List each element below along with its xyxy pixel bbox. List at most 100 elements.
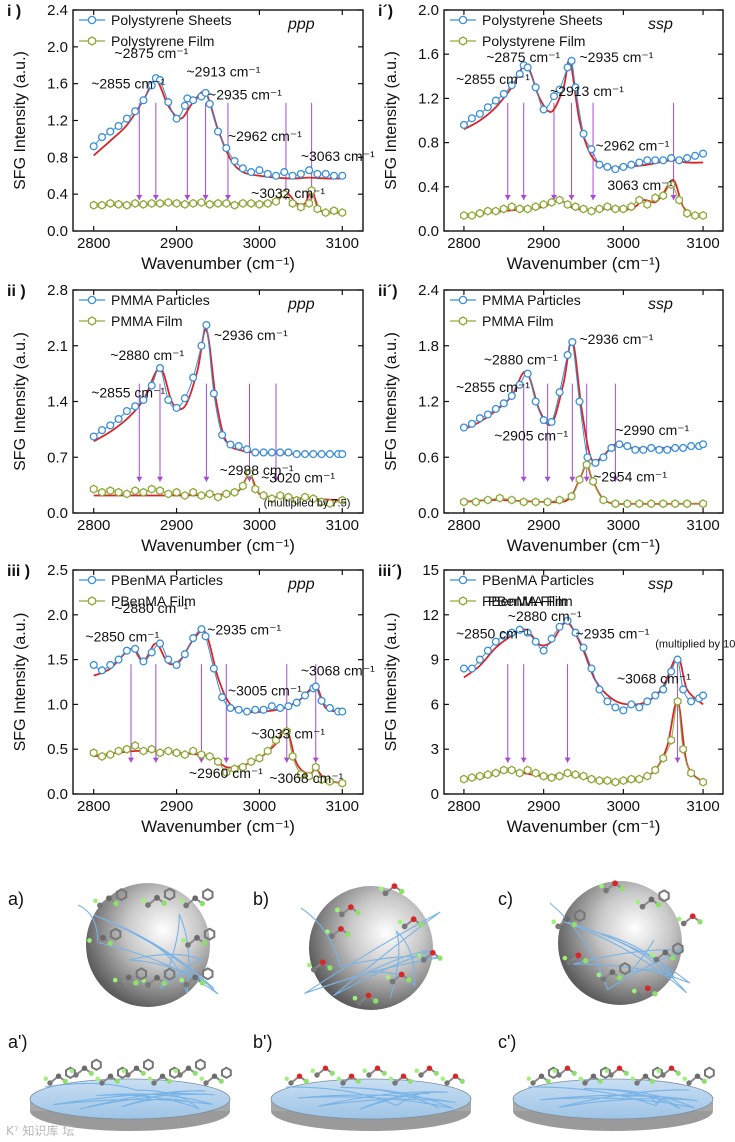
peak-annotation: (multiplied by 7.5)	[264, 498, 351, 510]
peak-annotation: ~2960 cm⁻¹	[189, 765, 263, 781]
schematics: a) b) c) a') b') c')	[8, 880, 715, 1131]
data-point	[571, 83, 580, 92]
data-point	[251, 484, 260, 494]
guide-arrowhead	[590, 195, 597, 201]
data-point	[284, 492, 293, 502]
data-point	[247, 757, 256, 767]
data-point	[234, 442, 243, 451]
y-tick-label: 15	[422, 562, 439, 579]
y-tick-label: 9	[431, 652, 439, 669]
legend-label: PBenMA Film	[111, 593, 196, 609]
legend-swatch-marker	[458, 575, 468, 585]
data-point	[539, 416, 548, 425]
x-axis-label: Wavenumber (cm⁻¹)	[507, 536, 661, 555]
molecule-icon	[526, 1066, 559, 1086]
data-point	[106, 421, 115, 430]
data-point	[271, 171, 281, 180]
data-point	[507, 628, 516, 637]
peak-annotation: PBenMA Film	[488, 593, 573, 609]
molecule-icon	[141, 887, 176, 908]
data-point	[180, 650, 189, 659]
data-point	[699, 499, 708, 509]
data-point	[531, 397, 540, 406]
y-axis-label: SFG Intensity (a.u.)	[383, 51, 400, 190]
data-point	[292, 450, 301, 459]
data-point	[122, 200, 131, 210]
molecule-icon	[362, 1065, 387, 1078]
legend-swatch-marker	[87, 575, 97, 585]
guide-arrowhead	[152, 195, 159, 201]
guide-arrowhead	[504, 757, 511, 763]
data-point	[164, 395, 173, 404]
series-film	[459, 180, 708, 221]
legend-label: PMMA Film	[482, 313, 554, 329]
data-point	[97, 666, 107, 675]
plot-frame	[443, 9, 724, 232]
legend-label: PBenMA Particles	[482, 572, 594, 588]
schematic-label: c')	[498, 1032, 516, 1052]
data-point	[147, 198, 156, 208]
data-point	[675, 156, 684, 165]
data-point	[555, 195, 564, 205]
data-point	[131, 402, 140, 411]
particle-schematic-1: a)	[8, 883, 219, 1007]
molecule-icon	[397, 916, 424, 930]
series-film	[89, 726, 347, 788]
data-point	[201, 632, 210, 641]
peak-annotation: ~3020 cm⁻¹	[261, 470, 335, 486]
data-point	[139, 657, 148, 666]
data-point	[156, 486, 164, 496]
x-tick-label: 2800	[77, 798, 110, 815]
data-point	[567, 491, 576, 501]
molecule-icon	[147, 1066, 180, 1086]
guide-arrowhead	[504, 195, 511, 201]
data-point	[687, 442, 696, 451]
peak-annotation: ~2855 cm⁻¹	[456, 71, 530, 87]
data-point	[164, 655, 173, 664]
data-point	[98, 487, 106, 497]
chart-panel-5: 2800 2900 3000 3100 0.0 0.5 1.0 1.5 2.0 2.5 Wavenu…	[7, 562, 375, 836]
data-point	[213, 127, 223, 136]
data-point	[155, 639, 165, 648]
data-point	[214, 198, 222, 208]
molecule-icon	[656, 1065, 681, 1078]
data-point	[483, 646, 492, 655]
peak-annotation: ~2880 cm⁻¹	[508, 608, 582, 624]
schematic-label: c)	[498, 889, 513, 909]
particle-sphere	[86, 883, 210, 1007]
x-tick-label: 2800	[447, 798, 480, 815]
chart-panel-4: 2800 2900 3000 3100 0.0 0.6 1.2 1.8 2.4 Wavenumbe…	[378, 282, 724, 555]
polymer-chain	[285, 1086, 456, 1110]
data-point	[296, 202, 305, 212]
data-point	[222, 144, 231, 153]
guide-arrowhead	[312, 757, 319, 763]
series-particles	[459, 56, 708, 174]
data-point	[106, 198, 115, 208]
legend-label: PMMA Particles	[482, 292, 581, 308]
data-point	[603, 162, 612, 171]
guide-arrowhead	[564, 757, 571, 763]
data-point	[619, 706, 628, 715]
data-point	[251, 448, 260, 457]
data-point	[687, 768, 696, 778]
peak-annotation: ~2936 cm⁻¹	[580, 331, 654, 347]
data-point	[230, 487, 239, 497]
data-point	[667, 180, 676, 190]
data-point	[247, 168, 256, 177]
data-point	[563, 63, 572, 72]
peak-annotation: ~3033 cm⁻¹	[251, 725, 325, 741]
guide-arrowhead	[520, 195, 527, 201]
legend-label: PBenMA Film	[482, 593, 567, 609]
data-point	[98, 200, 106, 210]
data-point	[547, 634, 556, 643]
legend-swatch-marker	[458, 295, 468, 305]
molecule-icon	[334, 904, 361, 918]
data-point	[172, 403, 181, 412]
polarization-label: ssp	[648, 576, 673, 593]
plot-frame	[72, 569, 364, 795]
data-point	[671, 499, 680, 509]
data-point	[459, 497, 468, 507]
y-tick-label: 0.5	[47, 741, 68, 758]
molecule-icon	[552, 1065, 577, 1078]
data-point	[691, 151, 700, 160]
